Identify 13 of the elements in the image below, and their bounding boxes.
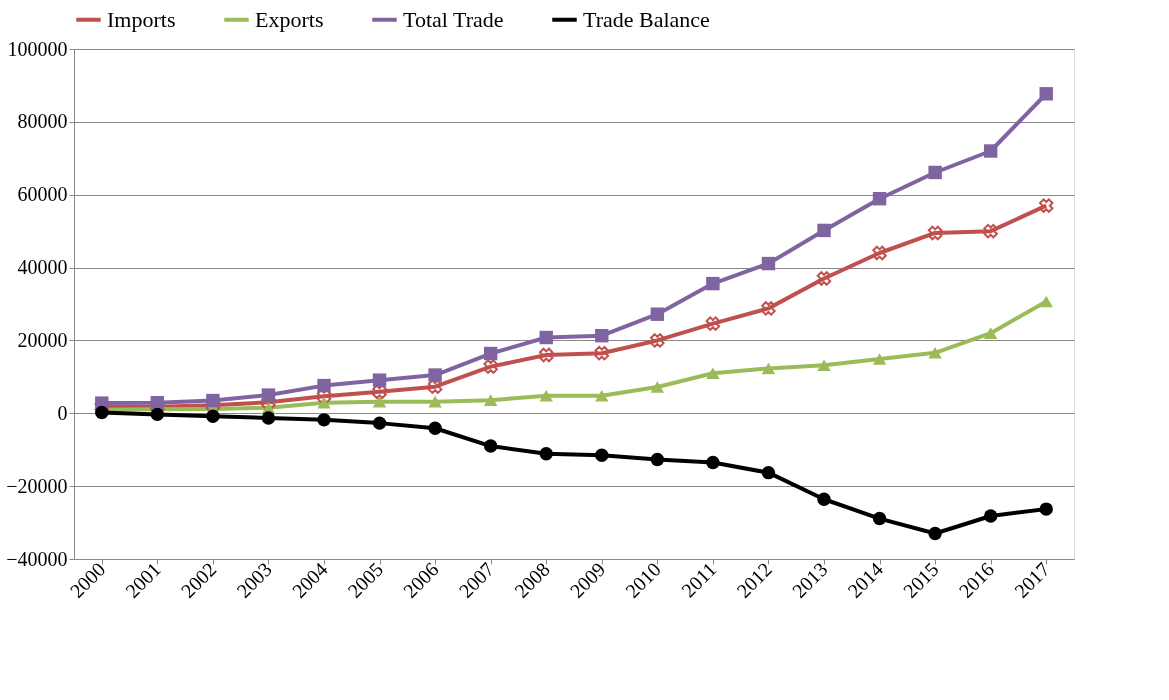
- x-tick-label: 2011: [677, 558, 721, 602]
- legend-label: Trade Balance: [583, 6, 710, 32]
- y-tick-label: 0: [57, 401, 68, 424]
- y-tick-label: 80000: [17, 110, 68, 133]
- y-tick-label: 100000: [7, 37, 68, 60]
- legend-label: Imports: [107, 6, 176, 32]
- legend-label: Total Trade: [403, 6, 504, 32]
- y-tick-label: 40000: [17, 256, 68, 279]
- y-tick-label: −20000: [6, 474, 68, 497]
- y-tick-label: 20000: [17, 328, 68, 351]
- legend-label: Exports: [255, 6, 324, 32]
- y-tick-label: −40000: [6, 547, 68, 570]
- y-tick-label: 60000: [17, 183, 68, 206]
